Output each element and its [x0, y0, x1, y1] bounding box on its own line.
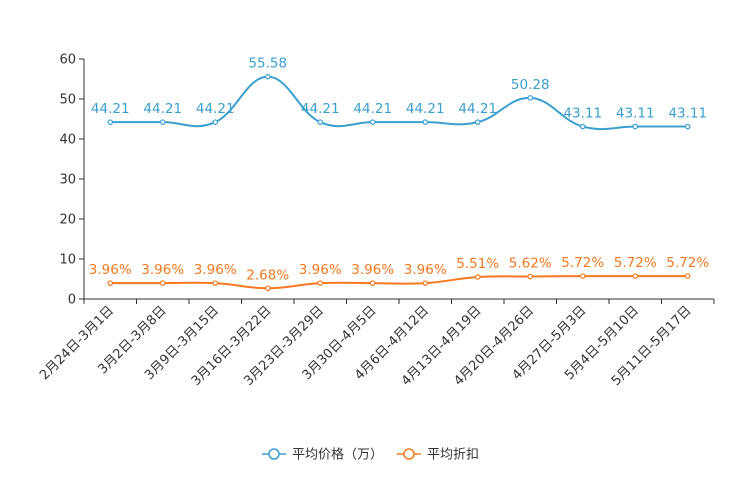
- legend-item: 平均折扣: [397, 448, 479, 463]
- data-point: [317, 280, 324, 286]
- y-tick-label: 20: [59, 213, 76, 228]
- data-point: [369, 280, 376, 286]
- data-label: 44.21: [406, 101, 445, 117]
- data-point: [579, 273, 586, 279]
- data-point: [422, 280, 429, 286]
- y-tick-label: 50: [59, 93, 76, 108]
- data-point: [159, 119, 166, 125]
- data-label: 5.51%: [456, 256, 499, 272]
- y-tick-label: 30: [59, 173, 76, 188]
- data-point: [474, 274, 481, 280]
- data-point: [107, 280, 114, 286]
- data-label: 55.58: [248, 56, 287, 72]
- data-point: [632, 273, 639, 279]
- data-label: 5.72%: [614, 255, 657, 271]
- data-label: 44.21: [353, 101, 392, 117]
- data-label: 43.11: [616, 106, 655, 122]
- data-label: 5.62%: [509, 256, 552, 272]
- data-point: [212, 280, 219, 286]
- data-point: [684, 123, 691, 130]
- data-label: 44.21: [143, 101, 182, 117]
- data-point: [107, 119, 114, 125]
- data-point: [159, 280, 166, 286]
- data-label: 3.96%: [351, 262, 394, 278]
- legend-marker-icon: [268, 448, 280, 460]
- data-point: [212, 119, 219, 125]
- data-point: [684, 273, 691, 279]
- data-label: 44.21: [301, 101, 340, 117]
- data-label: 44.21: [91, 101, 130, 117]
- data-label: 50.28: [511, 77, 550, 93]
- data-point: [474, 119, 481, 125]
- data-label: 43.11: [563, 106, 602, 122]
- data-point: [317, 119, 324, 125]
- legend-item: 平均价格（万）: [262, 447, 383, 463]
- legend-label: 平均折扣: [427, 448, 479, 463]
- data-point: [264, 285, 271, 292]
- data-label: 43.11: [668, 106, 707, 122]
- data-label: 44.21: [458, 101, 497, 117]
- series-line: [110, 275, 688, 290]
- data-label: 3.96%: [299, 262, 342, 278]
- y-tick-label: 0: [68, 293, 76, 308]
- data-point: [264, 73, 271, 80]
- data-point: [579, 123, 586, 130]
- data-label: 3.96%: [404, 262, 447, 278]
- data-label: 44.21: [196, 101, 235, 117]
- data-label: 3.96%: [141, 262, 184, 278]
- data-label: 2.68%: [246, 267, 289, 283]
- data-label: 3.96%: [89, 262, 132, 278]
- y-tick-label: 10: [59, 253, 76, 268]
- data-point: [422, 119, 429, 125]
- data-label: 5.72%: [561, 255, 604, 271]
- data-point: [632, 123, 639, 130]
- data-label: 5.72%: [666, 255, 709, 271]
- legend-marker-icon: [403, 448, 415, 460]
- y-tick-label: 60: [59, 53, 76, 68]
- data-point: [527, 273, 534, 280]
- legend-label: 平均价格（万）: [292, 447, 383, 463]
- data-point: [369, 119, 376, 125]
- y-tick-label: 40: [59, 133, 76, 148]
- data-point: [527, 95, 534, 101]
- data-label: 3.96%: [194, 262, 237, 278]
